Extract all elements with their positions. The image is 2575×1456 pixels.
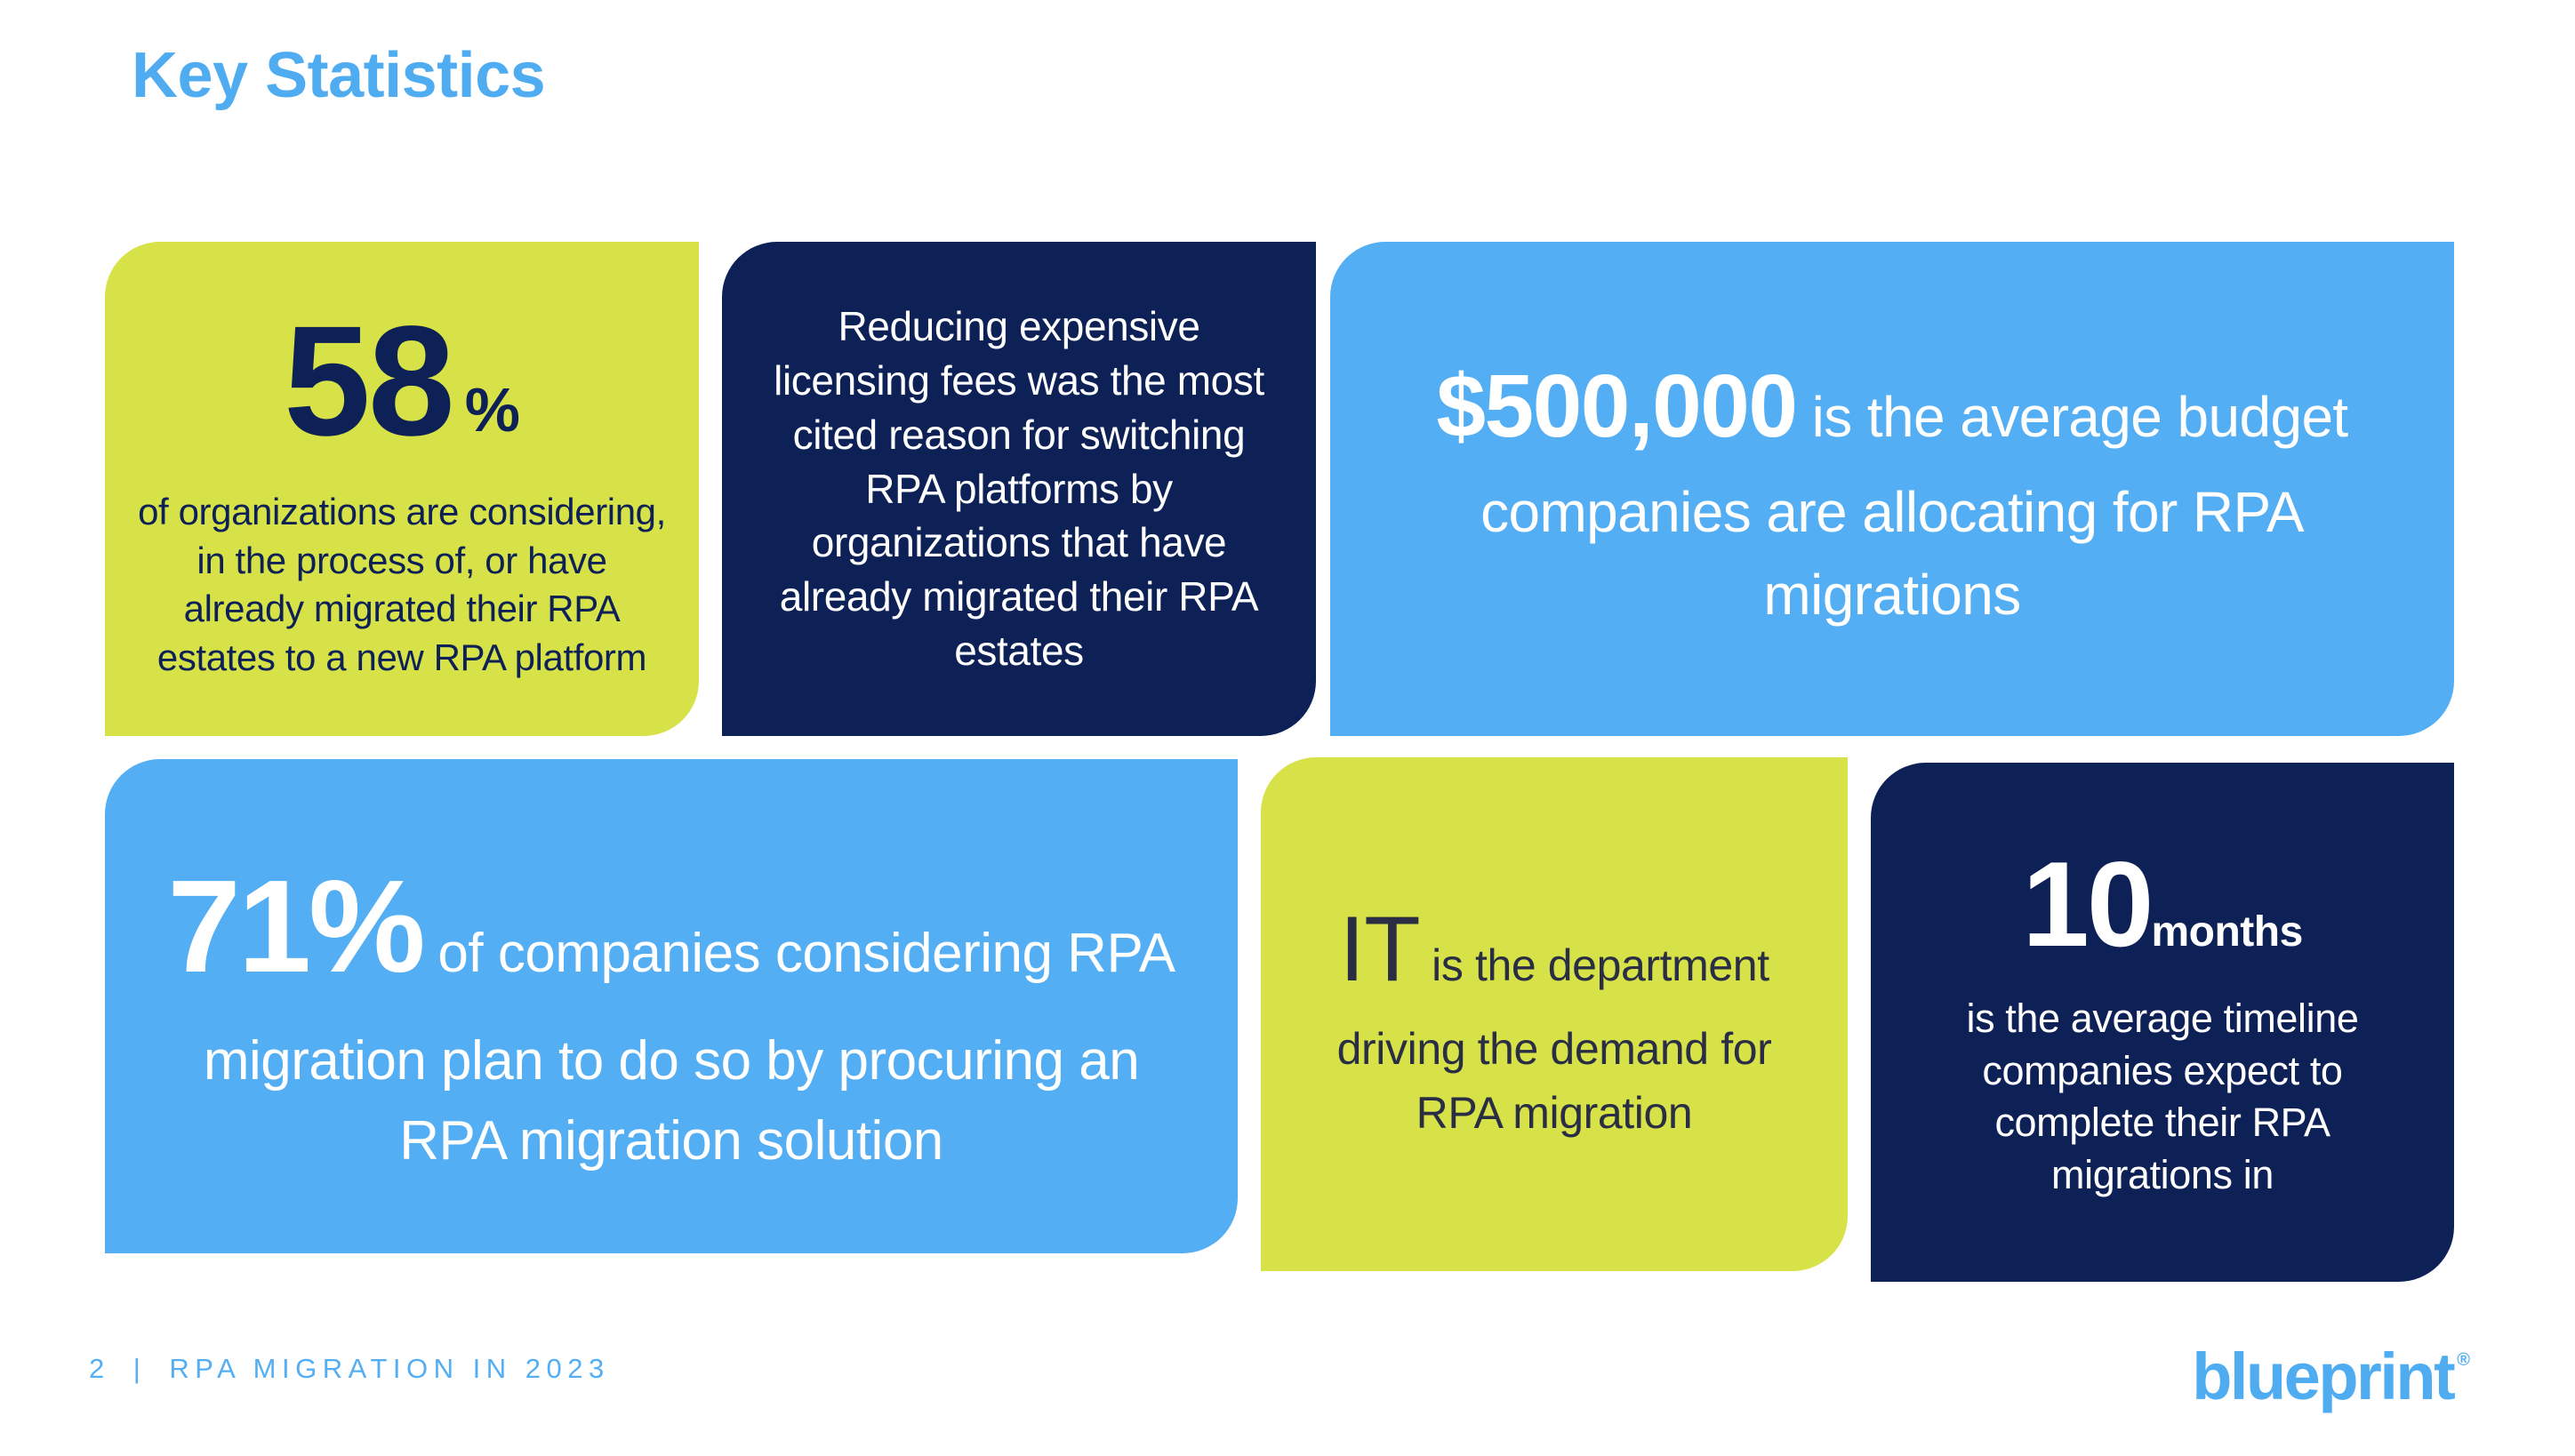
stat-card-it-department: IT is the department driving the demand … bbox=[1261, 757, 1848, 1271]
blueprint-logo: blueprint ® bbox=[2192, 1344, 2470, 1410]
stat-description: is the average timeline companies expect… bbox=[1966, 996, 2359, 1197]
registered-trademark-icon: ® bbox=[2457, 1350, 2470, 1370]
stat-card-500k-budget: $500,000 is the average budget companies… bbox=[1330, 242, 2454, 736]
stat-card-71-percent: 71% of companies considering RPA migrati… bbox=[105, 759, 1238, 1253]
stat-number: 58 bbox=[283, 293, 455, 468]
page-number: 2 bbox=[89, 1353, 110, 1384]
stat-number: IT bbox=[1339, 898, 1420, 1002]
stat-rich-text: $500,000 is the average budget companies… bbox=[1382, 341, 2403, 637]
deck-title: RPA MIGRATION IN 2023 bbox=[169, 1353, 610, 1384]
stat-description: is the department driving the demand for… bbox=[1336, 940, 1772, 1138]
stat-card-10-months: 10 months is the average timeline compan… bbox=[1871, 763, 2454, 1282]
stat-card-licensing-fees: Reducing expensive licensing fees was th… bbox=[722, 242, 1316, 736]
stat-description: Reducing expensive licensing fees was th… bbox=[774, 303, 1264, 674]
stat-unit: months bbox=[2151, 908, 2303, 956]
stat-number: $500,000 bbox=[1436, 356, 1798, 456]
logo-wordmark: blueprint bbox=[2192, 1340, 2456, 1413]
stat-card-58-percent: 58 % of organizations are considering, i… bbox=[105, 242, 699, 736]
stat-description: is the average budget companies are allo… bbox=[1480, 384, 2348, 627]
stat-value-row: 58 % bbox=[137, 293, 667, 468]
stat-description: of organizations are considering, in the… bbox=[138, 491, 666, 678]
stat-unit: % bbox=[464, 374, 520, 444]
footer-separator: | bbox=[132, 1353, 147, 1384]
slide-footer: 2 | RPA MIGRATION IN 2023 bbox=[89, 1353, 610, 1385]
page-title: Key Statistics bbox=[132, 40, 546, 111]
stat-rich-text: IT is the department driving the demand … bbox=[1291, 884, 1817, 1145]
stat-rich-text: 71% of companies considering RPA migrati… bbox=[146, 832, 1197, 1180]
stat-description: of companies considering RPA migration p… bbox=[203, 923, 1175, 1172]
stat-number: 71% bbox=[167, 853, 425, 1001]
stat-number: 10 bbox=[2022, 836, 2154, 972]
stat-value-row: 10 months bbox=[1901, 844, 2424, 964]
